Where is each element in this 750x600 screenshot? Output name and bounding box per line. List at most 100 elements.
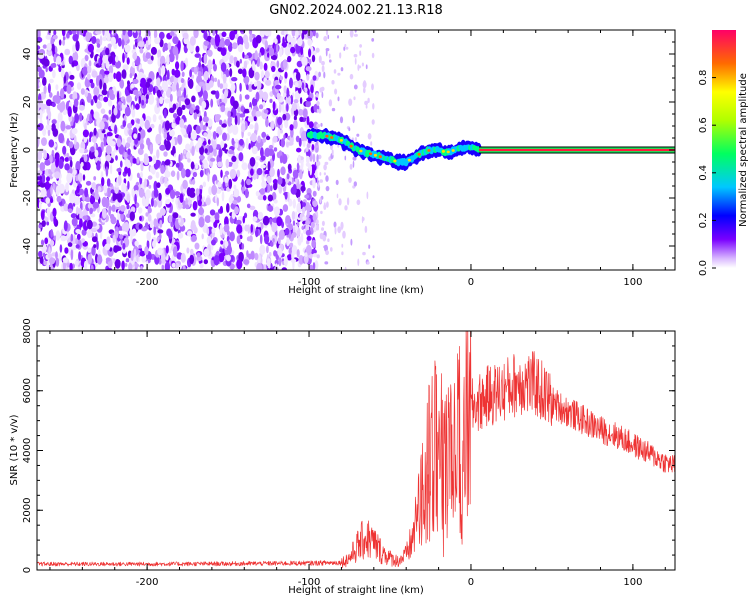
noise-blob [315,47,320,53]
noise-blob [349,30,354,38]
noise-blob [70,249,74,261]
noise-blob [226,245,232,255]
noise-blob [192,200,198,211]
colorbar-tick-label: 0.6 [698,117,709,133]
noise-blob [187,230,193,237]
noise-blob [136,118,141,125]
noise-blob [214,218,220,224]
noise-blob [37,45,41,51]
noise-blob [262,101,266,107]
noise-blob [343,46,346,51]
signal-peak [446,150,450,154]
noise-blob [226,230,231,236]
noise-blob [334,226,337,235]
noise-blob [339,52,342,59]
noise-blob [315,32,319,39]
noise-blob [181,168,186,179]
noise-blob [291,30,296,37]
noise-blob [222,73,227,84]
noise-blob [292,220,296,227]
noise-blob [213,148,217,157]
noise-blob [90,264,94,270]
noise-blob [153,225,156,236]
noise-blob [199,145,205,155]
noise-blob [58,133,65,144]
noise-blob [311,144,315,151]
noise-blob [264,70,270,79]
noise-blob [264,234,270,245]
noise-blob [234,115,238,126]
noise-blob [256,168,263,176]
noise-blob [96,240,99,250]
noise-blob [333,221,337,228]
noise-blob [341,251,344,256]
noise-blob [236,60,240,68]
noise-blob [352,156,357,161]
noise-blob [66,172,73,184]
noise-blob [232,162,239,170]
noise-blob [180,97,187,102]
noise-blob [89,132,92,139]
noise-blob [237,44,244,53]
noise-blob [164,176,168,184]
noise-blob [259,61,263,70]
noise-blob [86,92,92,103]
noise-blob [316,212,319,219]
noise-blob [50,198,54,204]
noise-blob [312,190,317,197]
noise-blob [253,98,258,104]
noise-blob [156,236,160,243]
noise-blob [232,100,239,110]
noise-blob [80,88,85,95]
noise-blob [71,194,76,204]
noise-blob [286,103,289,112]
noise-blob [37,136,40,148]
noise-blob [243,54,249,60]
noise-blob [171,160,176,165]
noise-blob [202,196,206,201]
noise-blob [103,76,109,84]
noise-blob [342,230,346,239]
noise-blob [282,59,288,70]
noise-blob [71,127,78,135]
noise-blob [334,88,338,95]
noise-blob [43,150,47,160]
noise-blob [365,104,368,109]
noise-blob [132,30,138,39]
noise-blob [156,212,162,220]
noise-blob [158,123,162,135]
noise-blob [64,247,69,254]
noise-blob [82,174,86,181]
noise-blob [113,245,119,253]
noise-blob [177,134,183,145]
noise-blob [279,155,283,164]
noise-blob [180,77,185,84]
noise-blob [257,253,261,264]
noise-blob [39,182,46,188]
noise-blob [105,145,112,155]
noise-blob [254,252,259,261]
noise-blob [308,121,314,129]
noise-blob [127,167,131,177]
noise-blob [279,129,283,134]
noise-blob [45,34,52,40]
noise-blob [84,91,88,98]
noise-blob [323,71,326,79]
noise-blob [87,229,92,239]
noise-blob [130,233,133,243]
noise-blob [121,69,127,79]
noise-blob [62,145,67,155]
noise-blob [291,251,295,261]
noise-blob [203,31,208,40]
noise-blob [263,109,269,114]
noise-blob [301,130,308,141]
signal-peak [359,149,363,153]
noise-blob [80,238,86,243]
noise-blob [267,205,274,212]
colorbar-ticks: 0.0 0.2 0.4 0.6 0.8 [698,70,716,276]
noise-blob [218,148,223,158]
noise-blob [324,161,329,165]
noise-blob [65,182,69,193]
noise-blob [52,69,56,79]
snr-background [37,331,675,570]
